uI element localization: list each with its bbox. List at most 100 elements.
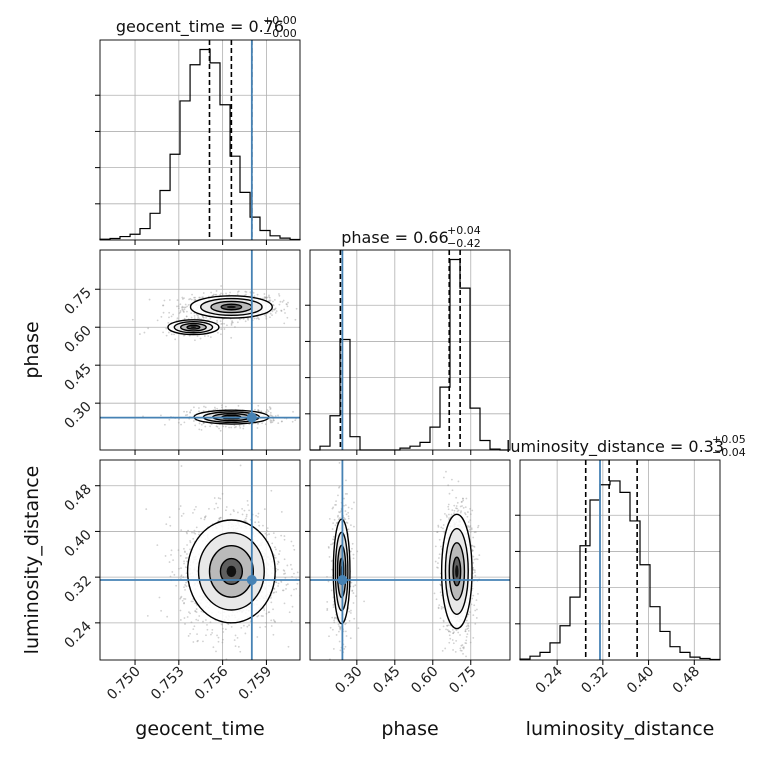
sample-point bbox=[333, 518, 336, 521]
sample-point bbox=[256, 316, 259, 318]
hist-panel-luminosity-distance: 0.24 0.32 0.40 0.48 bbox=[515, 459, 721, 697]
sample-point bbox=[276, 568, 279, 571]
sample-point bbox=[184, 306, 187, 309]
sample-point bbox=[180, 515, 183, 517]
sample-point bbox=[202, 422, 205, 425]
sample-point bbox=[169, 524, 172, 527]
contour-line bbox=[186, 324, 201, 330]
sample-point bbox=[183, 297, 185, 300]
sample-point bbox=[270, 597, 272, 599]
y-tick-label: 0.40 bbox=[61, 527, 94, 560]
y-tick-label: 0.45 bbox=[61, 361, 94, 394]
sample-point bbox=[283, 573, 285, 575]
sample-point bbox=[327, 546, 330, 549]
sample-point bbox=[451, 639, 454, 641]
sample-point bbox=[440, 607, 443, 610]
sample-point bbox=[236, 636, 239, 639]
sample-point bbox=[247, 318, 249, 321]
sample-point bbox=[269, 414, 272, 417]
sample-point bbox=[173, 333, 176, 336]
sample-point bbox=[471, 544, 473, 547]
sample-point bbox=[216, 506, 219, 509]
sample-point bbox=[241, 507, 244, 510]
sample-point bbox=[221, 627, 224, 630]
sample-point bbox=[165, 334, 168, 337]
sample-point bbox=[284, 576, 287, 579]
sample-point bbox=[465, 639, 468, 642]
contour-line bbox=[179, 322, 207, 332]
sample-point bbox=[170, 315, 173, 318]
sample-point bbox=[193, 406, 195, 409]
sample-point bbox=[172, 559, 175, 562]
sample-point bbox=[274, 621, 277, 623]
sample-point bbox=[185, 531, 188, 534]
sample-point bbox=[332, 538, 334, 541]
sample-point bbox=[268, 294, 270, 297]
sample-point bbox=[269, 407, 272, 409]
sample-point bbox=[448, 492, 451, 495]
sample-point bbox=[198, 296, 201, 299]
sample-point bbox=[274, 556, 277, 559]
sample-point bbox=[222, 631, 225, 633]
truth-marker bbox=[246, 575, 257, 585]
x-tick-label: 0.48 bbox=[670, 664, 703, 697]
sample-point bbox=[209, 621, 212, 624]
sample-point bbox=[338, 630, 340, 633]
sample-point bbox=[233, 510, 235, 513]
sample-point bbox=[182, 334, 185, 337]
sample-point bbox=[333, 619, 336, 622]
sample-point bbox=[332, 542, 335, 544]
sample-point bbox=[459, 634, 461, 636]
sample-point bbox=[463, 646, 465, 649]
sample-point bbox=[446, 516, 448, 518]
sample-point bbox=[328, 518, 331, 520]
sample-point bbox=[338, 640, 341, 643]
sample-point bbox=[474, 531, 477, 533]
sample-point bbox=[474, 574, 477, 577]
sample-point bbox=[334, 503, 336, 506]
sample-point bbox=[131, 318, 134, 321]
sample-point bbox=[234, 326, 236, 328]
sample-point bbox=[193, 529, 196, 532]
sample-point bbox=[270, 601, 273, 604]
x-tick-label: 0.30 bbox=[332, 664, 365, 697]
sample-point bbox=[246, 625, 249, 628]
sample-point bbox=[235, 425, 237, 428]
sample-point bbox=[327, 580, 330, 583]
sample-point bbox=[165, 327, 168, 330]
axes-frame bbox=[99, 39, 301, 241]
sample-point bbox=[352, 602, 355, 604]
sample-point bbox=[456, 507, 459, 510]
sample-point bbox=[337, 515, 339, 518]
sample-point bbox=[189, 411, 192, 413]
sample-point bbox=[242, 427, 245, 430]
sample-point bbox=[283, 602, 286, 605]
sample-point bbox=[465, 497, 468, 500]
sample-point bbox=[281, 301, 284, 303]
sample-point bbox=[339, 626, 341, 629]
sample-point bbox=[261, 422, 263, 425]
sample-point bbox=[210, 291, 213, 294]
sample-point bbox=[280, 581, 283, 583]
sample-point bbox=[220, 623, 223, 626]
sample-point bbox=[337, 494, 339, 497]
sample-point bbox=[215, 650, 217, 653]
sample-point bbox=[184, 303, 187, 306]
sample-point bbox=[221, 492, 224, 495]
sample-point bbox=[265, 296, 268, 299]
sample-point bbox=[200, 423, 203, 426]
sample-point bbox=[177, 307, 180, 310]
sample-point bbox=[156, 319, 159, 322]
sample-point bbox=[183, 560, 185, 563]
sample-point bbox=[472, 614, 475, 617]
sample-point bbox=[188, 298, 190, 301]
sample-point bbox=[262, 615, 264, 617]
sample-point bbox=[220, 292, 222, 295]
sample-point bbox=[467, 627, 470, 630]
sample-point bbox=[457, 631, 460, 634]
sample-point bbox=[194, 296, 197, 299]
sample-point bbox=[464, 642, 467, 644]
sample-point bbox=[193, 315, 196, 317]
sample-point bbox=[170, 333, 173, 336]
sample-point bbox=[238, 425, 241, 427]
